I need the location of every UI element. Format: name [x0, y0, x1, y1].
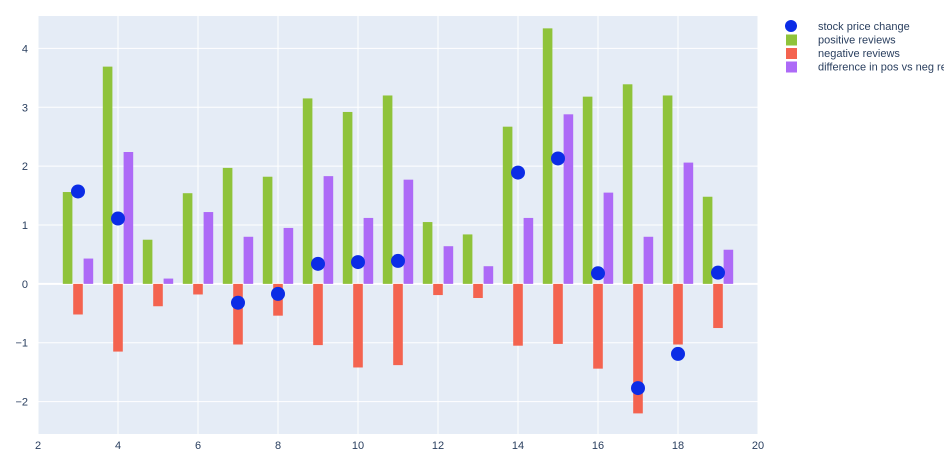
x-tick-label: 8 — [275, 440, 281, 452]
difference-bar[interactable] — [323, 176, 334, 284]
legend-symbol-positive — [786, 34, 797, 46]
negative-review-bar[interactable] — [513, 283, 523, 346]
negative-review-bar[interactable] — [393, 283, 403, 366]
positive-review-bar[interactable] — [542, 28, 553, 284]
positive-review-bar[interactable] — [182, 193, 193, 284]
negative-review-bar[interactable] — [433, 283, 443, 296]
negative-review-bar[interactable] — [313, 283, 323, 346]
x-tick-label: 6 — [195, 440, 201, 452]
positive-review-bar[interactable] — [342, 111, 353, 284]
difference-bar[interactable] — [603, 192, 614, 284]
x-tick-label: 12 — [432, 440, 444, 452]
markers-layer — [71, 151, 725, 396]
negative-review-bar[interactable] — [593, 283, 603, 369]
negative-review-bar[interactable] — [713, 283, 723, 329]
stock-price-marker[interactable] — [231, 295, 245, 310]
x-tick-label: 10 — [352, 440, 364, 452]
y-tick-label: −1 — [15, 338, 28, 350]
difference-bar[interactable] — [563, 114, 574, 284]
positive-review-bar[interactable] — [302, 98, 313, 284]
legend-item[interactable]: stock price change — [785, 20, 910, 33]
negative-review-bar[interactable] — [233, 283, 243, 345]
stock-price-marker[interactable] — [511, 165, 525, 180]
stock-price-marker[interactable] — [351, 255, 365, 270]
legend-symbol-stock-price — [785, 20, 797, 32]
positive-review-bar[interactable] — [582, 96, 593, 284]
negative-review-bar[interactable] — [353, 283, 363, 368]
stock-price-marker[interactable] — [311, 256, 325, 271]
difference-bar[interactable] — [123, 151, 134, 284]
legend-symbol-difference — [786, 61, 797, 73]
difference-bar[interactable] — [363, 217, 374, 284]
negative-review-bar[interactable] — [473, 283, 483, 299]
stock-price-marker[interactable] — [711, 265, 725, 280]
y-tick-label: 0 — [22, 279, 28, 291]
legend-label: stock price change — [818, 21, 910, 33]
difference-bar[interactable] — [403, 179, 414, 284]
legend-item[interactable]: difference in pos vs neg reviews — [786, 61, 944, 74]
difference-bar[interactable] — [643, 236, 654, 284]
legend-item[interactable]: negative reviews — [786, 48, 900, 60]
y-tick-label: 3 — [22, 102, 28, 114]
difference-bar[interactable] — [283, 227, 294, 284]
difference-bar[interactable] — [483, 266, 494, 284]
negative-review-bar[interactable] — [673, 283, 683, 345]
legend-label: negative reviews — [818, 48, 900, 60]
x-tick-label: 2 — [35, 440, 41, 452]
bars-layer — [62, 28, 734, 414]
stock-price-marker[interactable] — [551, 151, 565, 166]
y-tick-label: 1 — [22, 220, 28, 232]
difference-bar[interactable] — [83, 258, 94, 284]
legend-symbol-negative — [786, 48, 797, 59]
positive-review-bar[interactable] — [502, 126, 513, 284]
positive-review-bar[interactable] — [262, 176, 273, 284]
positive-review-bar[interactable] — [422, 222, 433, 284]
difference-bar[interactable] — [683, 162, 694, 284]
legend-item[interactable]: positive reviews — [786, 34, 896, 47]
positive-review-bar[interactable] — [222, 167, 233, 284]
difference-bar[interactable] — [243, 236, 254, 284]
legend[interactable]: stock price change positive reviewsnegati… — [785, 20, 944, 74]
x-tick-label: 16 — [592, 440, 604, 452]
positive-review-bar[interactable] — [62, 192, 73, 284]
legend-label: difference in pos vs neg reviews — [818, 62, 944, 74]
stock-price-marker[interactable] — [391, 253, 405, 268]
negative-review-bar[interactable] — [73, 283, 83, 315]
stock-price-marker[interactable] — [591, 266, 605, 281]
positive-review-bar[interactable] — [702, 196, 713, 284]
stock-price-marker[interactable] — [271, 286, 285, 301]
positive-review-bar[interactable] — [142, 239, 153, 284]
x-tick-label: 14 — [512, 440, 524, 452]
negative-review-bar[interactable] — [193, 283, 203, 295]
difference-bar[interactable] — [723, 249, 734, 284]
negative-review-bar[interactable] — [153, 283, 163, 307]
stock-price-marker[interactable] — [631, 381, 645, 396]
y-tick-label: 4 — [22, 43, 28, 55]
x-tick-label: 4 — [115, 440, 121, 452]
positive-review-bar[interactable] — [622, 84, 633, 284]
difference-bar[interactable] — [203, 212, 214, 284]
difference-bar[interactable] — [163, 278, 174, 284]
legend-label: positive reviews — [818, 35, 896, 47]
y-tick-label: −2 — [15, 397, 28, 409]
positive-review-bar[interactable] — [462, 234, 473, 284]
positive-review-bar[interactable] — [102, 66, 113, 284]
positive-review-bar[interactable] — [382, 95, 393, 284]
stock-price-marker[interactable] — [111, 211, 125, 226]
x-tick-label: 20 — [752, 440, 764, 452]
x-tick-label: 18 — [672, 440, 684, 452]
negative-review-bar[interactable] — [553, 283, 563, 344]
difference-bar[interactable] — [523, 217, 534, 284]
negative-review-bar[interactable] — [113, 283, 123, 352]
negative-review-bar[interactable] — [633, 283, 643, 414]
difference-bar[interactable] — [443, 246, 454, 284]
stock-price-marker[interactable] — [671, 346, 685, 361]
stock-price-marker[interactable] — [71, 184, 85, 199]
y-tick-label: 2 — [22, 161, 28, 173]
positive-review-bar[interactable] — [662, 95, 673, 284]
